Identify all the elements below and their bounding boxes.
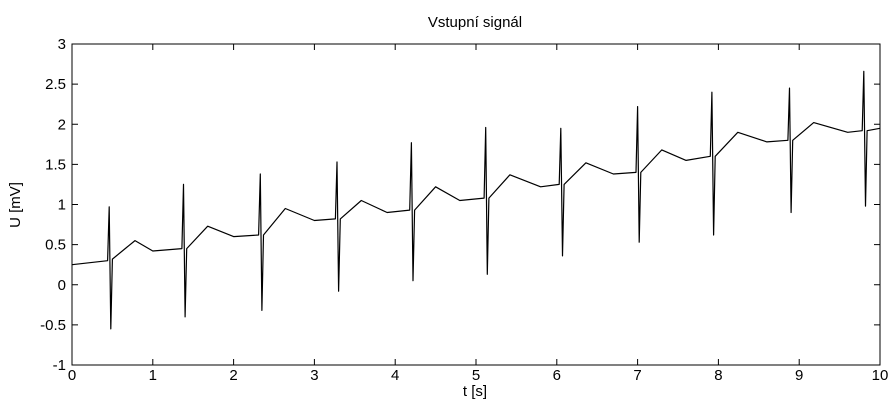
y-tick-label: -0.5: [40, 317, 66, 334]
series-line: [71, 70, 881, 330]
y-tick-label: -1: [53, 357, 66, 374]
y-tick-label: 3: [58, 36, 66, 53]
chart-title: Vstupní signál: [428, 14, 522, 31]
x-tick-label: 1: [149, 367, 157, 384]
x-tick-label: 5: [472, 367, 480, 384]
y-tick-label: 2: [58, 116, 66, 133]
y-tick-label: 2.5: [45, 76, 66, 93]
y-tick-label: 1: [58, 197, 66, 214]
x-tick-label: 0: [68, 367, 76, 384]
y-axis-label: U [mV]: [7, 182, 24, 228]
axis-ticks: 0 1 2 3 4 5 6 7 8 9 10 -1 -0.5 0 0.5 1 1.5 2 2.5 3: [40, 36, 888, 384]
y-tick-label: 1.5: [45, 156, 66, 173]
x-tick-label: 3: [310, 367, 318, 384]
x-tick-label: 10: [872, 367, 889, 384]
x-tick-label: 2: [229, 367, 237, 384]
series-group: [71, 70, 881, 330]
plot-frame: [71, 43, 881, 366]
x-axis-label: t [s]: [463, 383, 487, 400]
y-tick-label: 0: [58, 277, 66, 294]
x-tick-label: 6: [553, 367, 561, 384]
x-tick-label: 9: [795, 367, 803, 384]
x-tick-label: 7: [633, 367, 641, 384]
x-tick-label: 8: [714, 367, 722, 384]
x-tick-label: 4: [391, 367, 399, 384]
y-tick-label: 0.5: [45, 237, 66, 254]
